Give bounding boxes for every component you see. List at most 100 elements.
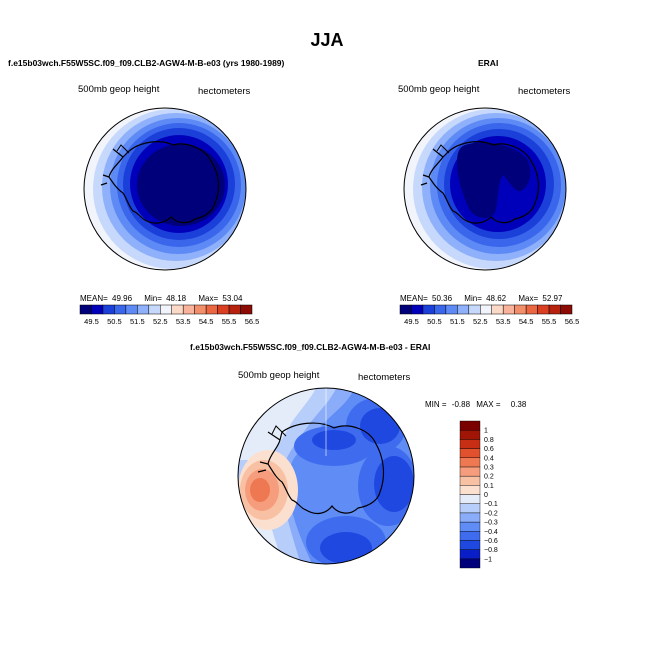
max-label: MAX = bbox=[476, 400, 501, 409]
mean-label: MEAN= bbox=[400, 294, 428, 303]
colorbar-tick-label: 55.5 bbox=[542, 317, 557, 326]
contour-band bbox=[250, 478, 270, 502]
colorbar-tick-label: 53.5 bbox=[176, 317, 191, 326]
colorbar-tick-label: 51.5 bbox=[130, 317, 145, 326]
colorbar-tick-label: 0 bbox=[484, 492, 488, 499]
colorbar-swatch bbox=[459, 521, 481, 532]
colorbar-tick-label: 0.1 bbox=[484, 483, 494, 490]
colorbar-swatch bbox=[502, 304, 515, 315]
map-border bbox=[237, 387, 415, 565]
colorbar-swatch bbox=[459, 457, 481, 468]
colorbar-tick-label: 50.5 bbox=[427, 317, 442, 326]
panel-1-units: hectometers bbox=[198, 86, 251, 97]
colorbar-swatch bbox=[459, 429, 481, 440]
colorbar-tick-label: −0.6 bbox=[484, 538, 498, 545]
colorbar-swatch bbox=[182, 304, 195, 315]
colorbar-swatch bbox=[194, 304, 207, 315]
panel-3-stats: MIN = -0.88 MAX = 0.38 bbox=[425, 400, 526, 409]
colorbar-tick-label: 56.5 bbox=[245, 317, 260, 326]
min-label: MIN = bbox=[425, 400, 447, 409]
colorbar-swatch bbox=[459, 475, 481, 486]
panel-1-variable: 500mb geop height bbox=[78, 84, 160, 95]
colorbar-tick-label: −0.2 bbox=[484, 510, 498, 517]
colorbar-swatch bbox=[102, 304, 115, 315]
antarctica-coastline bbox=[257, 422, 385, 515]
mean-value: 49.96 bbox=[112, 294, 133, 303]
colorbar-swatch bbox=[205, 304, 218, 315]
colorbar-swatch bbox=[525, 304, 538, 315]
colorbar-tick-label: 55.5 bbox=[222, 317, 237, 326]
colorbar-swatch bbox=[217, 304, 230, 315]
panel-2-colorbar: 49.5 50.5 51.5 52.5 53.5 54.5 55.5 56.5 bbox=[399, 304, 579, 326]
colorbar-swatch bbox=[445, 304, 458, 315]
figure-title: JJA bbox=[310, 30, 344, 50]
map-border bbox=[403, 107, 567, 271]
mean-value: 50.36 bbox=[432, 294, 453, 303]
mean-label: MEAN= bbox=[80, 294, 108, 303]
colorbar-swatch bbox=[457, 304, 470, 315]
colorbar-swatch bbox=[399, 304, 412, 315]
colorbar-swatch bbox=[459, 549, 481, 560]
colorbar-tick-label: 0.8 bbox=[484, 437, 494, 444]
colorbar-swatch bbox=[560, 304, 573, 315]
colorbar-tick-label: 54.5 bbox=[519, 317, 534, 326]
min-label: Min= bbox=[144, 294, 162, 303]
colorbar-swatch bbox=[137, 304, 150, 315]
colorbar-swatch bbox=[160, 304, 172, 315]
colorbar-tick-label: −0.4 bbox=[484, 529, 498, 536]
colorbar-swatch bbox=[459, 485, 481, 495]
colorbar-tick-label: 53.5 bbox=[496, 317, 511, 326]
min-value: 48.18 bbox=[166, 294, 187, 303]
contour-band bbox=[374, 456, 414, 512]
panel-1-title: f.e15b03wch.F55W5SC.f09_f09.CLB2-AGW4-M-… bbox=[8, 58, 285, 68]
max-value: 53.04 bbox=[222, 294, 243, 303]
panel-1-map bbox=[83, 107, 247, 271]
colorbar-swatch bbox=[480, 304, 492, 315]
colorbar-swatch bbox=[171, 304, 184, 315]
panel-3-title: f.e15b03wch.F55W5SC.f09_f09.CLB2-AGW4-M-… bbox=[190, 342, 431, 352]
panel-2-units: hectometers bbox=[518, 86, 571, 97]
colorbar-swatch bbox=[459, 512, 481, 523]
colorbar-swatch bbox=[491, 304, 504, 315]
colorbar-swatch bbox=[79, 304, 92, 315]
colorbar-tick-label: 0.4 bbox=[484, 455, 494, 462]
colorbar-tick-label: −0.1 bbox=[484, 501, 498, 508]
colorbar-tick-label: 52.5 bbox=[153, 317, 168, 326]
colorbar-swatch bbox=[468, 304, 481, 315]
panel-2-stats: MEAN= 50.36 Min= 48.62 Max= 52.97 bbox=[400, 294, 562, 303]
max-label: Max= bbox=[198, 294, 219, 303]
colorbar-tick-label: −1 bbox=[484, 556, 492, 563]
panel-3-colorbar: −1 −0.8 −0.6 −0.4 −0.3 −0.2 −0.1 0 0.1 0.2 0.3 0.4 0… bbox=[459, 420, 498, 569]
colorbar-swatch bbox=[514, 304, 527, 315]
contour-band bbox=[137, 144, 225, 226]
colorbar-swatch bbox=[125, 304, 138, 315]
colorbar-tick-label: 0.6 bbox=[484, 446, 494, 453]
colorbar-tick-label: 1 bbox=[484, 428, 488, 435]
panel-3-variable: 500mb geop height bbox=[238, 370, 320, 381]
colorbar-swatch bbox=[548, 304, 561, 315]
min-label: Min= bbox=[464, 294, 482, 303]
contour-band bbox=[360, 408, 400, 444]
contour-band bbox=[312, 430, 356, 450]
colorbar-swatch bbox=[411, 304, 424, 315]
antarctica-coastline bbox=[100, 141, 220, 224]
panel-1-colorbar: 49.5 50.5 51.5 52.5 53.5 54.5 55.5 56.5 bbox=[79, 304, 259, 326]
peninsula-outline bbox=[116, 144, 130, 154]
colorbar-swatch bbox=[459, 503, 481, 514]
colorbar-tick-label: 0.2 bbox=[484, 474, 494, 481]
panel-2-map bbox=[403, 107, 567, 271]
colorbar-swatch bbox=[459, 420, 481, 431]
peninsula-outline bbox=[271, 425, 287, 437]
colorbar-tick-label: 51.5 bbox=[450, 317, 465, 326]
colorbar-swatch bbox=[148, 304, 161, 315]
peninsula-outline bbox=[436, 144, 450, 154]
colorbar-swatch bbox=[459, 558, 481, 569]
colorbar-swatch bbox=[422, 304, 435, 315]
panel-3-units: hectometers bbox=[358, 372, 411, 383]
panel-2-variable: 500mb geop height bbox=[398, 84, 480, 95]
colorbar-tick-label: 49.5 bbox=[404, 317, 419, 326]
colorbar-swatch bbox=[434, 304, 447, 315]
colorbar-tick-label: 52.5 bbox=[473, 317, 488, 326]
panel-1-stats: MEAN= 49.96 Min= 48.18 Max= 53.04 bbox=[80, 294, 242, 303]
colorbar-tick-label: 56.5 bbox=[565, 317, 580, 326]
